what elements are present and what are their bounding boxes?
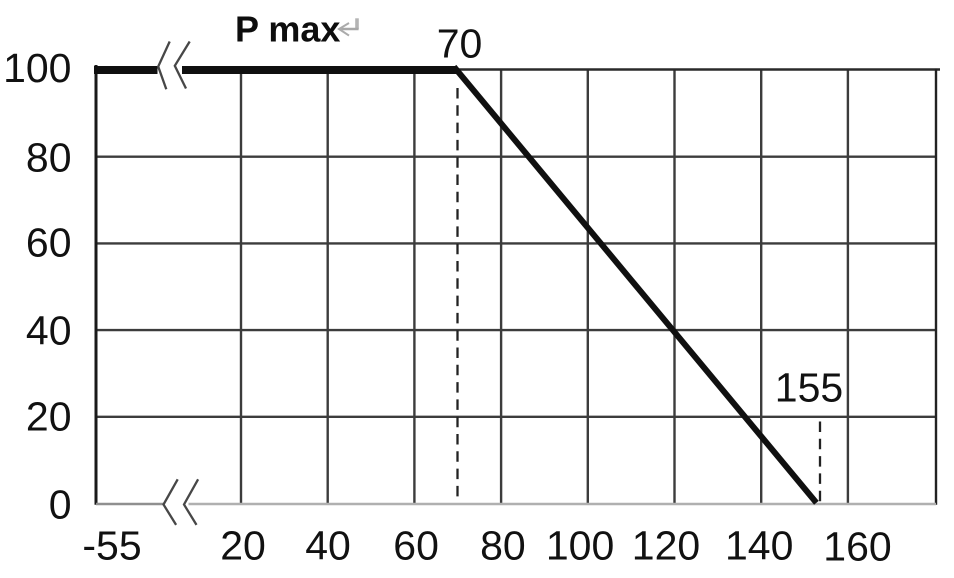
svg-text:80: 80 xyxy=(480,523,526,569)
svg-text:80: 80 xyxy=(26,135,72,181)
svg-text:160: 160 xyxy=(823,524,891,570)
svg-text:40: 40 xyxy=(305,523,351,569)
svg-text:20: 20 xyxy=(26,393,72,439)
svg-text:0: 0 xyxy=(49,482,72,528)
svg-text:40: 40 xyxy=(26,308,72,354)
svg-text:140: 140 xyxy=(725,523,793,569)
svg-text:20: 20 xyxy=(220,523,266,569)
svg-text:100: 100 xyxy=(3,45,71,91)
svg-text:60: 60 xyxy=(26,219,72,265)
svg-text:-55: -55 xyxy=(82,523,141,569)
svg-text:155: 155 xyxy=(775,364,843,410)
svg-text:100: 100 xyxy=(546,523,614,569)
svg-text:60: 60 xyxy=(393,523,439,569)
svg-text:70: 70 xyxy=(437,20,483,66)
svg-text:P max: P max xyxy=(235,9,340,50)
svg-text:120: 120 xyxy=(632,523,700,569)
